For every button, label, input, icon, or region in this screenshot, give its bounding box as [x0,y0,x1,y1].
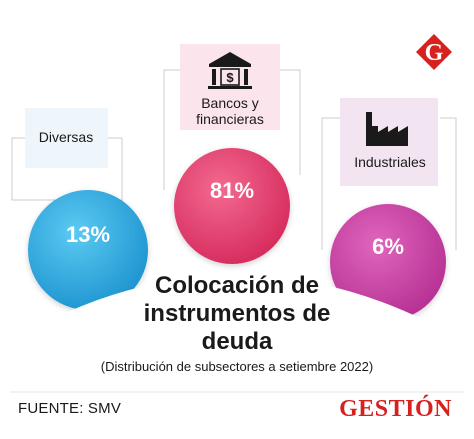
value-label-diversas: 13% [66,222,110,247]
bank-icon: $ [208,52,252,89]
value-circle-diversas [28,190,148,310]
label-bancos-line2: financieras [196,111,264,127]
label-diversas: Diversas [39,129,93,145]
title-arc [0,275,474,434]
label-industriales: Industriales [354,154,426,170]
gestion-logo-icon: G [416,34,452,70]
brand-wordmark: GESTIÓN [339,396,452,422]
svg-text:G: G [425,40,444,66]
chart-title-line2: instrumentos de [143,300,331,327]
value-circle-bancos [174,148,290,264]
source-note: FUENTE: SMV [18,400,122,417]
svg-text:$: $ [226,70,234,85]
value-circle-industriales [330,204,446,320]
chart-subtitle: (Distribución de subsectores a setiembre… [100,359,374,374]
label-box-diversas [25,108,108,168]
value-label-industriales: 6% [372,234,404,259]
factory-icon [366,112,408,146]
chart-title-line1: Colocación de [154,272,320,299]
label-bancos-line1: Bancos y [201,95,259,111]
value-label-bancos: 81% [210,178,254,203]
chart-title-line3: deuda [201,328,273,355]
